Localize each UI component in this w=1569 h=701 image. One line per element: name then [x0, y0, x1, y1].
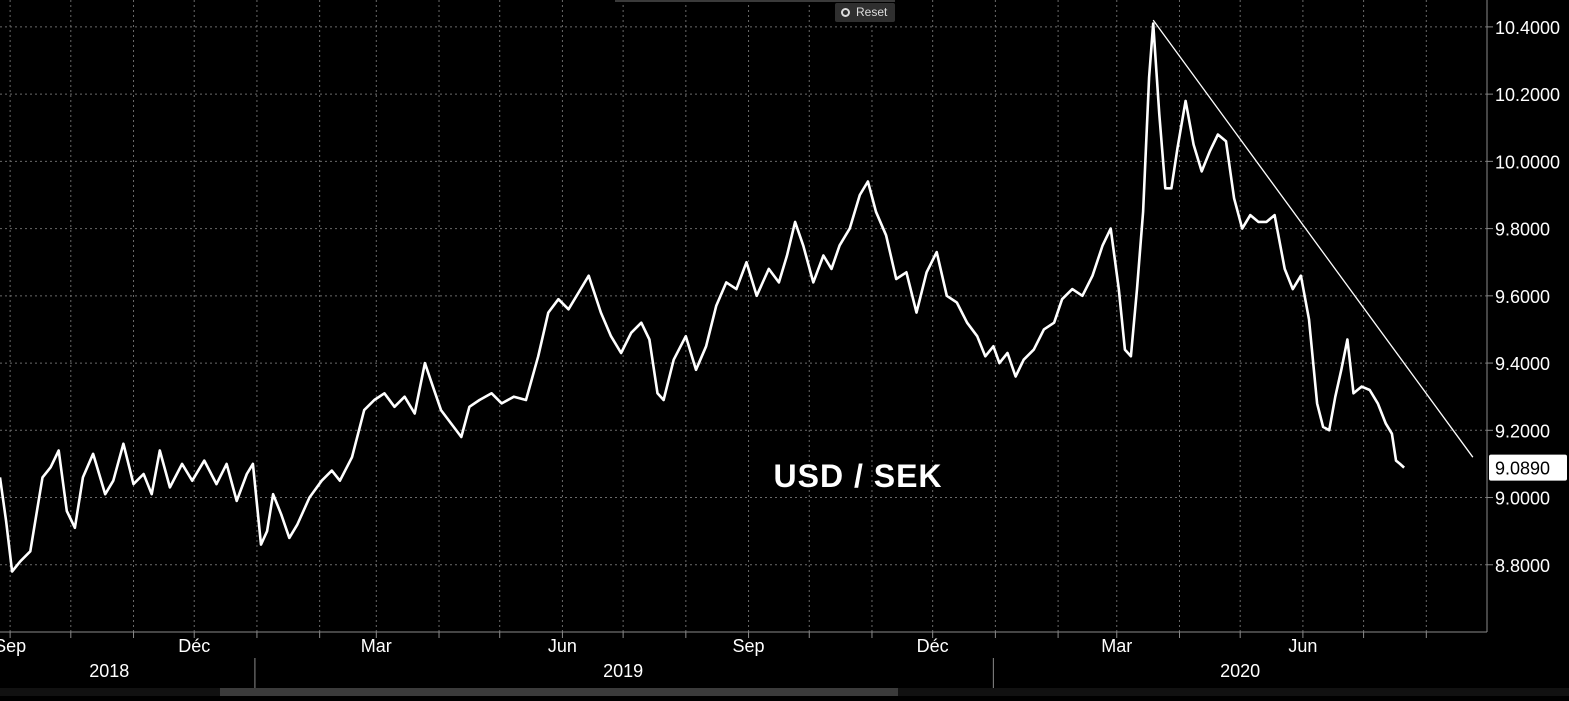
x-tick-label: Jun — [548, 636, 577, 656]
year-label: 2019 — [603, 661, 643, 681]
y-tick-label: 10.4000 — [1495, 18, 1560, 38]
x-tick-label: Mar — [1101, 636, 1132, 656]
chart-title: USD / SEK — [773, 458, 942, 494]
y-tick-label: 8.8000 — [1495, 556, 1550, 576]
labels: 8.8000 9.0000 9.2000 9.4000 9.6000 9.8000 10.0… — [0, 18, 1567, 681]
top-scroll-indicator — [615, 0, 895, 2]
y-tick-label: 10.0000 — [1495, 152, 1560, 172]
grid — [0, 0, 1487, 632]
x-tick-label: Jun — [1288, 636, 1317, 656]
y-tick-label: 9.2000 — [1495, 421, 1550, 441]
x-tick-label: Sep — [733, 636, 765, 656]
y-tick-label: 9.0000 — [1495, 489, 1550, 509]
last-value-label: 9.0890 — [1495, 459, 1550, 479]
y-tick-label: 9.4000 — [1495, 354, 1550, 374]
last-value-box — [1489, 454, 1567, 481]
y-tick-label: 9.8000 — [1495, 220, 1550, 240]
reset-button[interactable]: Reset — [835, 3, 896, 22]
time-scrollbar-thumb[interactable] — [220, 688, 898, 696]
axes — [0, 0, 1493, 688]
series-layer — [0, 19, 1474, 573]
reset-icon — [841, 8, 850, 17]
year-label: 2018 — [89, 661, 129, 681]
y-tick-label: 9.6000 — [1495, 287, 1550, 307]
x-tick-label: Déc — [917, 636, 949, 656]
trendline — [1152, 19, 1474, 458]
series-line — [0, 22, 1405, 573]
x-tick-label: Sep — [0, 636, 26, 656]
x-tick-label: Mar — [361, 636, 392, 656]
y-tick-label: 10.2000 — [1495, 85, 1560, 105]
reset-label: Reset — [856, 5, 888, 19]
x-tick-label: Déc — [178, 636, 210, 656]
year-label: 2020 — [1220, 661, 1260, 681]
